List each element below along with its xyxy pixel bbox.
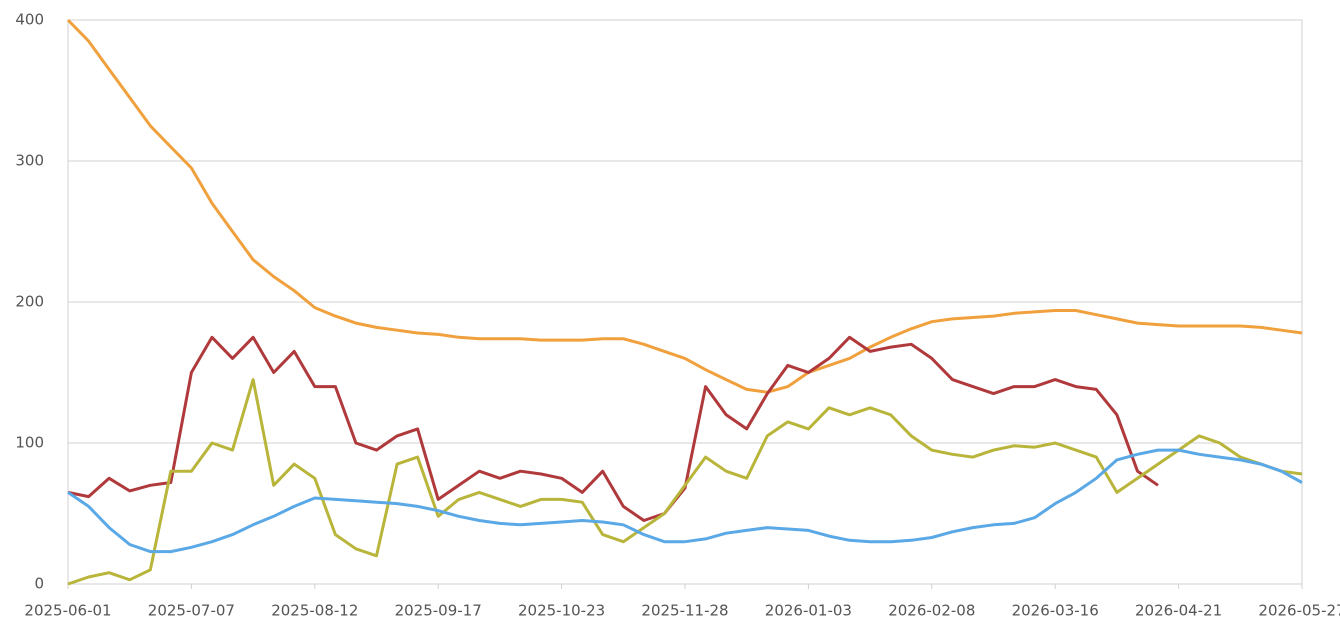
x-tick-label: 2025-11-28: [641, 602, 728, 620]
x-tick-label: 2025-08-12: [271, 602, 358, 620]
y-tick-label: 100: [15, 434, 44, 452]
series-line: [67, 448, 1303, 554]
y-tick-label: 200: [15, 293, 44, 311]
series-line: [67, 378, 1303, 586]
series-line: [66, 18, 1303, 394]
y-tick-label: 400: [15, 11, 44, 29]
x-tick-label: 2026-03-16: [1012, 602, 1099, 620]
x-tick-label: 2025-06-01: [24, 602, 111, 620]
x-tick-label: 2025-09-17: [395, 602, 482, 620]
series-line: [67, 335, 1159, 522]
x-tick-label: 2026-01-03: [765, 602, 852, 620]
y-tick-label: 300: [15, 152, 44, 170]
y-tick-label: 0: [34, 575, 44, 593]
x-tick-label: 2026-05-27: [1258, 602, 1340, 620]
x-tick-label: 2026-02-08: [888, 602, 975, 620]
x-tick-label: 2025-10-23: [518, 602, 605, 620]
x-tick-label: 2026-04-21: [1135, 602, 1222, 620]
x-tick-label: 2025-07-07: [148, 602, 235, 620]
